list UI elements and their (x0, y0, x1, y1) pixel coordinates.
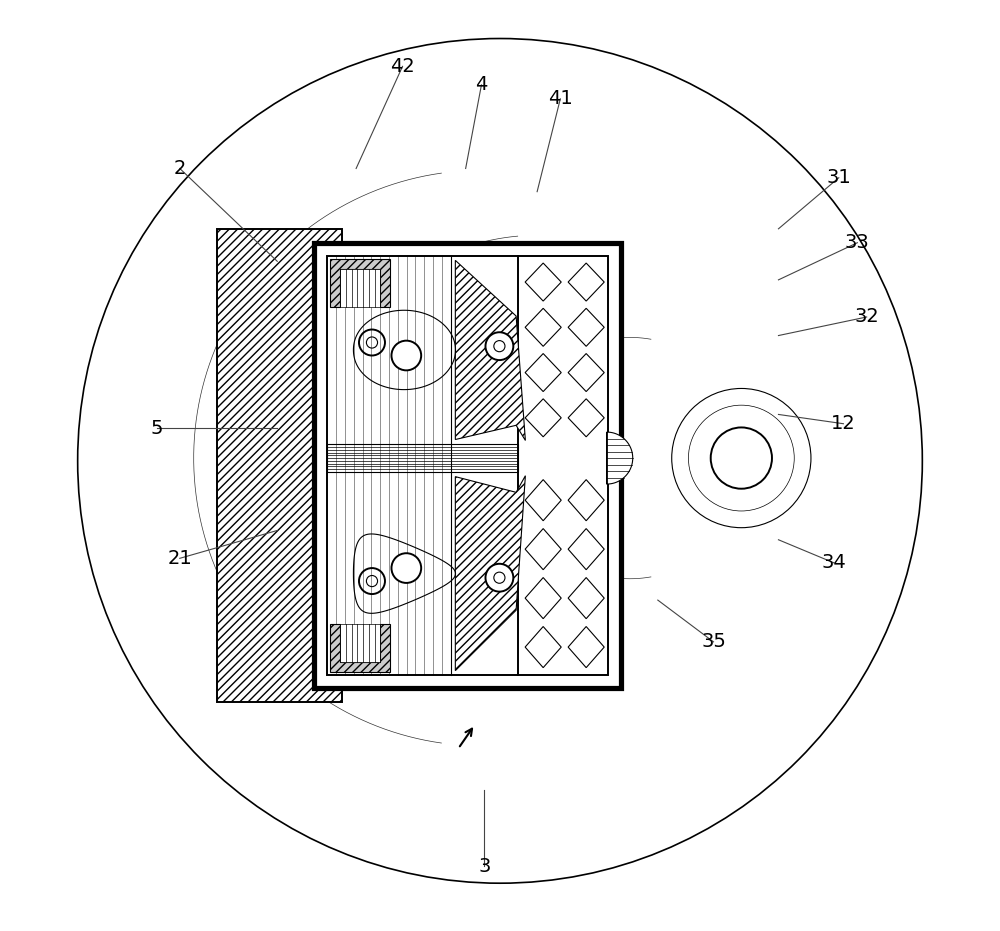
Text: 4: 4 (475, 75, 488, 94)
Text: 42: 42 (390, 57, 415, 75)
Text: 34: 34 (822, 553, 847, 573)
Circle shape (391, 341, 421, 371)
Bar (340, 269, 380, 307)
Polygon shape (330, 259, 390, 307)
Circle shape (711, 427, 772, 489)
Polygon shape (455, 476, 525, 670)
Circle shape (391, 553, 421, 583)
Text: 33: 33 (845, 234, 870, 252)
Bar (314, 243, 621, 688)
Text: 41: 41 (548, 89, 573, 108)
Polygon shape (607, 432, 633, 484)
Text: 5: 5 (150, 419, 163, 438)
Circle shape (485, 332, 513, 360)
Text: 21: 21 (167, 548, 192, 568)
Text: 3: 3 (478, 857, 490, 876)
Text: 2: 2 (174, 159, 186, 178)
Text: 12: 12 (831, 414, 856, 433)
Text: 32: 32 (854, 307, 879, 327)
Bar (217, 229, 342, 702)
Circle shape (485, 564, 513, 591)
Polygon shape (455, 261, 525, 440)
Text: 35: 35 (701, 632, 726, 652)
Bar (217, 229, 342, 702)
Text: 31: 31 (826, 169, 851, 187)
Bar (327, 256, 608, 675)
Bar (327, 444, 518, 472)
Polygon shape (330, 624, 390, 672)
Bar (340, 624, 380, 662)
